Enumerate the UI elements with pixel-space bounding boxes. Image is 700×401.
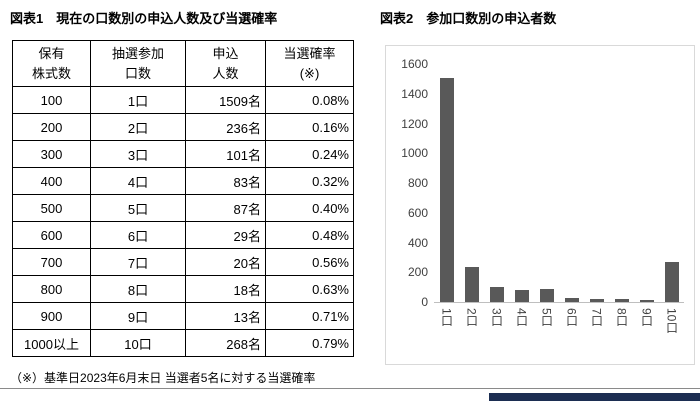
bar <box>489 286 504 302</box>
table-cell: 0.71% <box>265 302 354 330</box>
table-cell: 9口 <box>90 302 186 330</box>
footnote: （※）基準日2023年6月末日 当選者5名に対する当選確率 <box>10 371 316 385</box>
y-axis-tick-label: 1200 <box>401 116 428 131</box>
x-axis-label: 8口 <box>614 308 629 327</box>
table-cell: 0.32% <box>265 167 354 195</box>
table-cell: 400 <box>12 167 91 195</box>
table-cell: 18名 <box>185 275 266 303</box>
table-cell: 1口 <box>90 86 186 114</box>
bar <box>439 77 454 302</box>
table-cell: 500 <box>12 194 91 222</box>
footer-rule <box>0 388 700 389</box>
x-axis-label: 4口 <box>514 308 529 327</box>
y-axis-tick-label: 1600 <box>401 57 428 71</box>
table-cell: 300 <box>12 140 91 168</box>
table-cell: 3口 <box>90 140 186 168</box>
table-cell: 13名 <box>185 302 266 330</box>
table-row: 200 2口 236名 0.16% <box>12 113 354 141</box>
table-row: 300 3口 101名 0.24% <box>12 140 354 168</box>
bar-chart: 0 200 400 600 800 1000 1200 1400 1600 1口 2口 3口 4口 5口 6… <box>385 45 695 365</box>
figure1-title: 図表1 現在の口数別の申込人数及び当選確率 <box>10 11 278 26</box>
table-cell: 900 <box>12 302 91 330</box>
table-cell: 20名 <box>185 248 266 276</box>
footer-accent-bar <box>489 393 700 401</box>
table-cell: 800 <box>12 275 91 303</box>
table-cell: 5口 <box>90 194 186 222</box>
table-cell: 0.24% <box>265 140 354 168</box>
table-cell: 87名 <box>185 194 266 222</box>
x-axis-label: 2口 <box>464 308 479 327</box>
x-axis-label: 9口 <box>639 308 654 327</box>
table-cell: 200 <box>12 113 91 141</box>
table-cell: 7口 <box>90 248 186 276</box>
x-axis-label: 5口 <box>539 308 554 327</box>
bar <box>539 289 554 302</box>
table-cell: 0.56% <box>265 248 354 276</box>
column-header: 当選確率 (※) <box>265 40 354 87</box>
table-row: 1000以上 10口 268名 0.79% <box>12 329 354 357</box>
y-axis-tick-label: 400 <box>407 235 428 250</box>
table-header-row: 保有 株式数 抽選参加 口数 申込 人数 当選確率 (※) <box>12 40 354 87</box>
table-body: 100 1口 1509名 0.08% 200 2口 236名 0.16% 300 3口 101名 0.… <box>12 86 354 357</box>
table-cell: 268名 <box>185 329 266 357</box>
bar <box>464 266 479 302</box>
table-cell: 0.79% <box>265 329 354 357</box>
y-axis-tick-label: 0 <box>421 295 428 309</box>
table-cell: 6口 <box>90 221 186 249</box>
applicants-table: 保有 株式数 抽選参加 口数 申込 人数 当選確率 (※) 100 1口 1509名 0.0… <box>12 40 354 357</box>
table-cell: 0.16% <box>265 113 354 141</box>
y-axis-tick-label: 1000 <box>401 146 428 161</box>
figure2-title: 図表2 参加口数別の申込者数 <box>380 11 557 26</box>
y-axis-tick-label: 600 <box>407 205 428 220</box>
x-axis-line <box>434 302 684 303</box>
table-cell: 0.48% <box>265 221 354 249</box>
table-row: 700 7口 20名 0.56% <box>12 248 354 276</box>
bar <box>589 299 604 302</box>
x-axis-label: 7口 <box>589 308 604 327</box>
table-cell: 10口 <box>90 329 186 357</box>
table-cell: 0.08% <box>265 86 354 114</box>
table-cell: 0.40% <box>265 194 354 222</box>
table-row: 800 8口 18名 0.63% <box>12 275 354 303</box>
y-axis-tick-label: 200 <box>407 265 428 280</box>
table-row: 100 1口 1509名 0.08% <box>12 86 354 114</box>
x-axis-label: 1口 <box>439 308 454 327</box>
table-cell: 83名 <box>185 167 266 195</box>
table-cell: 236名 <box>185 113 266 141</box>
table-cell: 101名 <box>185 140 266 168</box>
table-cell: 600 <box>12 221 91 249</box>
table-cell: 2口 <box>90 113 186 141</box>
bar <box>614 299 629 302</box>
y-axis-tick-label: 1400 <box>401 86 428 101</box>
bar <box>564 297 579 302</box>
table-cell: 4口 <box>90 167 186 195</box>
table-cell: 1509名 <box>185 86 266 114</box>
table-row: 900 9口 13名 0.71% <box>12 302 354 330</box>
x-axis-label: 6口 <box>564 308 579 327</box>
column-header: 申込 人数 <box>185 40 266 87</box>
x-axis-label: 3口 <box>489 308 504 327</box>
table-cell: 29名 <box>185 221 266 249</box>
bar <box>514 289 529 302</box>
x-axis-label: 10口 <box>664 308 679 334</box>
y-axis-tick-label: 800 <box>407 176 428 190</box>
table-cell: 100 <box>12 86 91 114</box>
table-cell: 8口 <box>90 275 186 303</box>
table-row: 500 5口 87名 0.40% <box>12 194 354 222</box>
column-header: 抽選参加 口数 <box>90 40 186 87</box>
table-cell: 1000以上 <box>12 329 91 357</box>
bar <box>664 262 679 302</box>
table-row: 400 4口 83名 0.32% <box>12 167 354 195</box>
column-header: 保有 株式数 <box>12 40 91 87</box>
table-cell: 700 <box>12 248 91 276</box>
bar <box>639 300 654 302</box>
table-row: 600 6口 29名 0.48% <box>12 221 354 249</box>
table-cell: 0.63% <box>265 275 354 303</box>
